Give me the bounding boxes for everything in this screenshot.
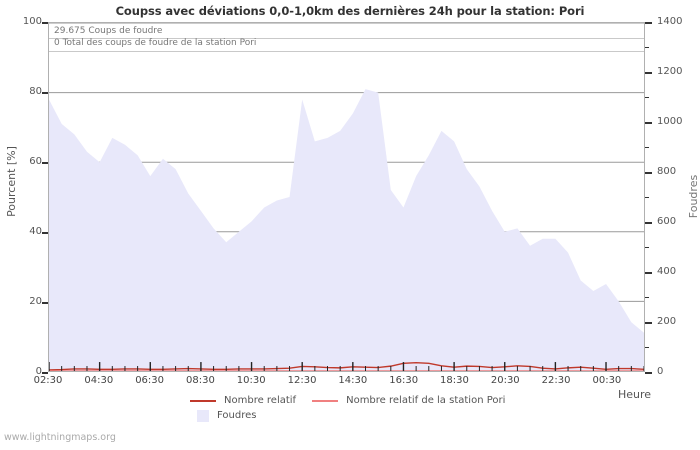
x-axis-minor-ticks (49, 362, 644, 371)
y-axis-left-tick-label: 20 (29, 296, 42, 307)
x-axis-tick-label: 14:30 (338, 375, 368, 386)
annotation-divider-top (49, 38, 644, 39)
y-axis-left-tick-label: 80 (29, 86, 42, 97)
y-axis-right-minor-tick (645, 347, 649, 348)
y-axis-left-tick-mark (42, 162, 48, 164)
y-axis-left-tick-label: 0 (35, 366, 42, 377)
x-axis-tick-label: 16:30 (389, 375, 419, 386)
y-axis-right-tick-mark (645, 372, 652, 374)
legend: Nombre relatif Nombre relatif de la stat… (190, 393, 570, 423)
line-series-group (49, 361, 644, 371)
y-axis-right-tick-label: 600 (657, 216, 677, 227)
y-axis-right-tick-label: 200 (657, 316, 677, 327)
y-axis-right-tick-label: 400 (657, 266, 677, 277)
x-axis-tick-label: 18:30 (440, 375, 469, 386)
y-axis-right-minor-tick (645, 297, 649, 298)
x-axis-tick-label: 04:30 (84, 375, 114, 386)
x-axis-tick-label: 20:30 (490, 375, 520, 386)
y-axis-right-minor-tick (645, 147, 649, 148)
y-axis-left-tick-mark (42, 372, 48, 374)
y-axis-left-tick-label: 60 (29, 156, 42, 167)
y-axis-right-tick-label: 0 (657, 366, 664, 377)
annotation-flash-count: 29.675 Coups de foudre (54, 26, 163, 36)
y-axis-left-tick-mark (42, 302, 48, 304)
legend-row-area: Foudres (190, 408, 570, 423)
footer-site: www.lightningmaps.org (4, 432, 116, 443)
annotation-station-total: 0 Total des coups de foudre de la statio… (54, 38, 257, 48)
y-axis-right-label: Foudres (687, 174, 700, 219)
legend-label: Foudres (217, 410, 257, 421)
legend-box-icon (197, 409, 209, 422)
y-axis-left-tick-label: 40 (29, 226, 42, 237)
legend-item-nombre-relatif-station: Nombre relatif de la station Pori (312, 395, 505, 406)
plot-svg (49, 23, 644, 371)
legend-line-icon (190, 399, 216, 402)
y-axis-right-minor-tick (645, 247, 649, 248)
x-axis-tick-label: 08:30 (186, 375, 215, 386)
y-axis-right-tick-label: 800 (657, 166, 677, 177)
x-axis-tick-label: 02:30 (33, 375, 63, 386)
y-axis-left-tick-mark (42, 22, 48, 24)
y-axis-right-tick-mark (645, 172, 652, 174)
y-axis-left-tick-label: 100 (22, 16, 42, 27)
x-axis-tick-label: 22:30 (541, 375, 571, 386)
y-axis-right-tick-mark (645, 122, 652, 124)
y-axis-left-tick-mark (42, 92, 48, 94)
y-axis-right-tick-label: 1200 (657, 66, 683, 77)
y-axis-left-tick-mark (42, 232, 48, 234)
y-axis-right-minor-tick (645, 97, 649, 98)
y-axis-right-tick-mark (645, 22, 652, 24)
y-axis-right-tick-mark (645, 272, 652, 274)
y-axis-right-tick-mark (645, 222, 652, 224)
legend-row-lines: Nombre relatif Nombre relatif de la stat… (190, 393, 570, 408)
legend-label: Nombre relatif de la station Pori (346, 395, 506, 406)
plot-area: 29.675 Coups de foudre 0 Total des coups… (48, 22, 645, 372)
chart-title: Coupss avec déviations 0,0-1,0km des der… (115, 4, 585, 18)
y-axis-right-tick-label: 1400 (657, 16, 683, 27)
y-axis-right-tick-label: 1000 (657, 116, 683, 127)
x-axis-label: Heure (618, 388, 652, 401)
x-axis-tick-label: 06:30 (135, 375, 165, 386)
y-axis-right-tick-mark (645, 72, 652, 74)
legend-item-nombre-relatif: Nombre relatif (190, 395, 296, 406)
y-axis-right-tick-mark (645, 322, 652, 324)
area-series-foudres (49, 89, 644, 371)
x-axis-tick-label: 00:30 (592, 375, 622, 386)
y-axis-right-minor-tick (645, 197, 649, 198)
legend-item-foudres: Foudres (190, 409, 257, 422)
y-axis-right-minor-tick (645, 47, 649, 48)
annotation-divider-bottom (49, 51, 644, 52)
legend-label: Nombre relatif (224, 395, 297, 406)
x-axis-tick-label: 10:30 (236, 375, 266, 386)
legend-line-icon (312, 399, 339, 402)
x-axis-tick-label: 12:30 (287, 375, 317, 386)
